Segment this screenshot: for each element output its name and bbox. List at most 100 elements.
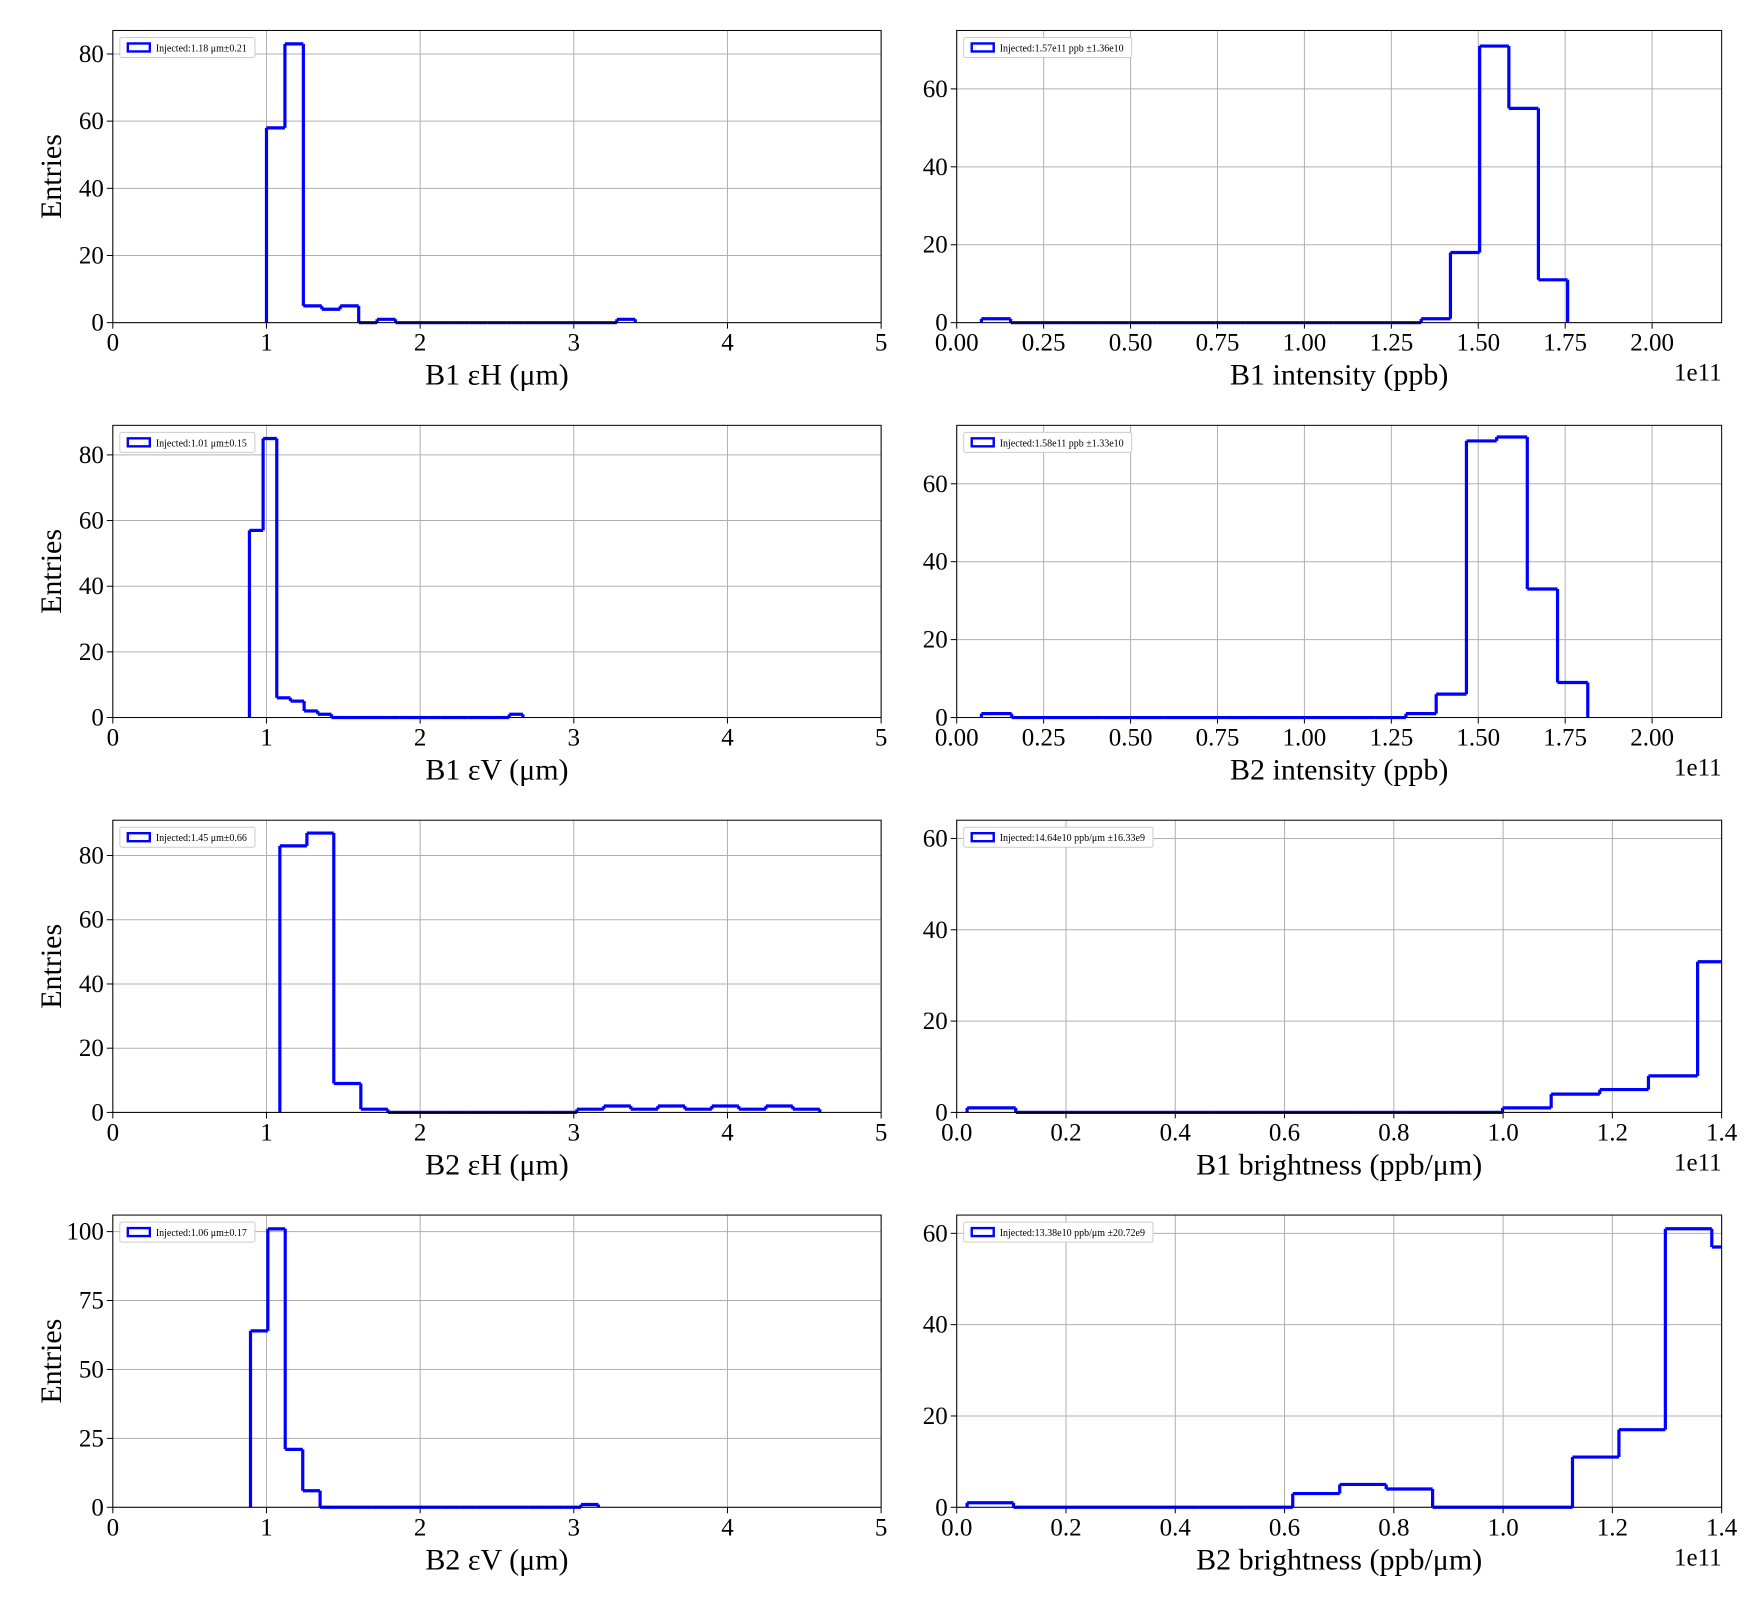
x-tick-label: 1.0 <box>1487 1119 1518 1146</box>
x-tick-label: 4 <box>721 330 734 357</box>
y-axis-label: Entries <box>35 134 68 219</box>
legend-swatch <box>970 42 995 53</box>
legend: Injected:13.38e10 ppb/μm ±20.72e9 <box>963 1221 1154 1243</box>
y-tick-label: 50 <box>79 1356 104 1383</box>
legend-label: Injected:1.01 μm±0.15 <box>156 438 247 449</box>
y-tick-label: 40 <box>923 154 948 181</box>
y-tick-label: 40 <box>923 549 948 576</box>
x-tick-label: 0.4 <box>1160 1119 1192 1146</box>
legend-label: Injected:1.57e11 ppb ±1.36e10 <box>1000 43 1124 54</box>
y-tick-label: 60 <box>923 825 948 852</box>
x-tick-label: 0.8 <box>1378 1514 1409 1541</box>
legend-label: Injected:1.06 μm±0.17 <box>156 1228 247 1239</box>
x-tick-label: 0.6 <box>1269 1119 1300 1146</box>
plot-frame <box>956 1214 1723 1508</box>
y-tick-label: 20 <box>923 1403 948 1430</box>
y-tick-label: 60 <box>923 1220 948 1247</box>
legend-swatch <box>970 1226 995 1238</box>
y-tick-label: 20 <box>79 1035 104 1062</box>
legend: Injected:1.45 μm±0.66 <box>119 826 256 848</box>
x-tick-label: 0.25 <box>1022 725 1066 752</box>
plot-frame <box>956 424 1723 719</box>
x-axis-label: B2 εH (μm) <box>425 1148 569 1181</box>
x-tick-label: 0.75 <box>1196 725 1240 752</box>
y-tick-label: 80 <box>79 843 104 870</box>
x-tick-label: 0.2 <box>1050 1514 1081 1541</box>
y-tick-label: 80 <box>79 41 104 68</box>
y-axis-label: Entries <box>35 529 68 614</box>
histogram <box>965 1227 1722 1509</box>
y-tick-label: 40 <box>79 971 104 998</box>
chart-panel: 0.0 0.2 0.4 0.6 0.8 1.0 1.2 1.4 0 20 40 60 Injected:… <box>923 819 1738 1181</box>
x-tick-label: 5 <box>875 1119 888 1146</box>
x-tick-label: 1.4 <box>1706 1514 1738 1541</box>
chart-panel: 0 1 2 3 4 5 0 20 40 60 80 Injected:1.45 μm±0.66 B2 ε… <box>35 819 888 1181</box>
plot-frame <box>956 819 1723 1113</box>
legend-label: Injected:1.18 μm±0.21 <box>156 43 247 54</box>
x-tick-label: 5 <box>875 1514 888 1541</box>
x-tick-label: 1.2 <box>1597 1514 1628 1541</box>
y-tick-label: 60 <box>923 76 948 103</box>
x-tick-label: 1.50 <box>1456 725 1500 752</box>
plot-frame <box>112 29 882 324</box>
legend-frame <box>119 826 256 848</box>
x-tick-label: 1.75 <box>1543 330 1587 357</box>
x-tick-label: 3 <box>568 725 581 752</box>
legend-frame <box>119 36 256 58</box>
y-tick-label: 40 <box>79 175 104 202</box>
x-tick-label: 1.50 <box>1456 330 1500 357</box>
x-tick-label: 1.2 <box>1597 1119 1628 1146</box>
legend-swatch <box>126 42 152 53</box>
histogram <box>979 435 1590 720</box>
x-tick-label: 0.00 <box>935 330 979 357</box>
histogram <box>248 1227 600 1509</box>
x-tick-label: 3 <box>568 1119 581 1146</box>
legend: Injected:1.58e11 ppb ±1.33e10 <box>963 431 1133 453</box>
x-tick-label: 0 <box>107 330 120 357</box>
legend-frame <box>963 1221 1154 1243</box>
x-tick-label: 0.75 <box>1196 330 1240 357</box>
x-offset-label: 1e11 <box>1674 1544 1722 1571</box>
x-tick-label: 0.0 <box>941 1514 972 1541</box>
legend-label: Injected:14.64e10 ppb/μm ±16.33e9 <box>1000 833 1145 844</box>
legend: Injected:1.57e11 ppb ±1.36e10 <box>963 36 1133 58</box>
histogram <box>264 42 637 325</box>
x-tick-label: 1.25 <box>1369 330 1413 357</box>
y-tick-label: 0 <box>91 1494 104 1521</box>
chart-panel: 0.00 0.25 0.50 0.75 1.00 1.25 1.50 1.75 2.00 0 20 4… <box>923 424 1723 787</box>
x-axis-label: B1 εV (μm) <box>425 754 568 787</box>
plot-frame <box>112 424 882 719</box>
y-tick-label: 20 <box>923 232 948 259</box>
x-axis-label: B1 εH (μm) <box>425 359 569 392</box>
legend-label: Injected:13.38e10 ppb/μm ±20.72e9 <box>1000 1228 1145 1239</box>
x-tick-label: 1 <box>260 1514 273 1541</box>
x-tick-label: 1 <box>260 725 273 752</box>
y-tick-label: 60 <box>79 108 104 135</box>
x-tick-label: 0.2 <box>1050 1119 1081 1146</box>
chart-panel: 0 1 2 3 4 5 0 20 40 60 80 Injected:1.01 μm±0.15 B1 ε… <box>35 424 887 787</box>
y-tick-label: 40 <box>923 917 948 944</box>
legend-frame <box>963 431 1133 453</box>
y-tick-label: 60 <box>923 471 948 498</box>
chart-panel: 0.0 0.2 0.4 0.6 0.8 1.0 1.2 1.4 0 20 40 60 Injected:… <box>923 1214 1738 1576</box>
legend: Injected:1.18 μm±0.21 <box>119 36 256 58</box>
chart-panel: 0 1 2 3 4 5 0 20 40 60 80 Injected:1.18 μm±0.21 B1 ε… <box>35 29 887 392</box>
x-tick-label: 2 <box>414 1514 427 1541</box>
histogram <box>979 44 1570 325</box>
x-tick-label: 2 <box>414 1119 427 1146</box>
x-tick-label: 1.00 <box>1283 330 1327 357</box>
y-tick-label: 0 <box>935 1099 948 1126</box>
x-axis-label: B2 intensity (ppb) <box>1230 754 1448 787</box>
x-tick-label: 0.25 <box>1022 330 1066 357</box>
legend-swatch <box>126 437 152 448</box>
y-tick-label: 25 <box>79 1425 104 1452</box>
y-axis-label: Entries <box>35 924 68 1009</box>
y-tick-label: 20 <box>923 1008 948 1035</box>
y-tick-label: 40 <box>923 1312 948 1339</box>
legend-swatch <box>970 437 995 448</box>
y-tick-label: 60 <box>79 907 104 934</box>
y-tick-label: 0 <box>935 1494 948 1521</box>
plot-frame <box>112 1214 882 1508</box>
histogram <box>278 831 822 1115</box>
